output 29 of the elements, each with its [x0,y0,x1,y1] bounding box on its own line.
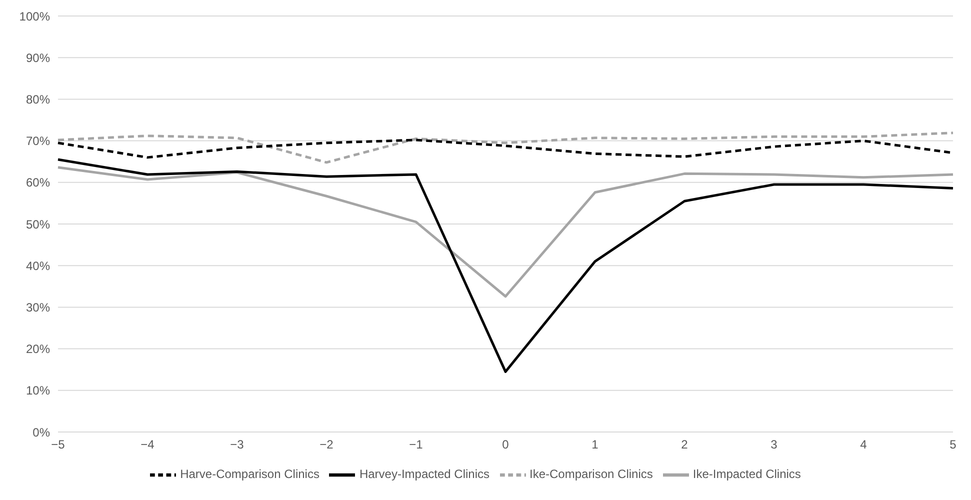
x-tick-label: 2 [681,438,688,452]
y-tick-label: 0% [32,425,50,440]
x-tick-label: 3 [770,438,778,452]
y-tick-label: 10% [26,384,50,398]
x-tick-label: −1 [409,438,424,452]
y-tick-label: 80% [26,92,50,106]
y-tick-label: 90% [26,50,50,65]
legend-label: Harve-Comparison Clinics [180,467,320,482]
y-tick-label: 30% [26,300,50,314]
y-tick-label: 70% [26,134,50,148]
y-tick-label: 60% [26,176,50,190]
x-tick-label: 0 [502,438,510,452]
x-tick-label: 4 [860,438,868,452]
x-tick-label: −4 [140,438,155,452]
legend-label: Harvey-Impacted Clinics [359,467,490,482]
x-tick-label: 5 [950,438,957,452]
y-tick-label: 40% [26,258,50,273]
legend-label: Ike-Impacted Clinics [692,467,801,482]
x-tick-label: −5 [51,438,66,452]
y-tick-label: 50% [26,217,50,232]
line-series [56,158,954,373]
line-series [56,166,954,298]
legend-label: Ike-Comparison Clinics [530,467,653,482]
line-series [56,132,954,164]
x-tick-label: −2 [320,438,334,452]
x-tick-label: −3 [230,438,244,452]
y-tick-label: 100% [19,9,50,24]
x-tick-label: 1 [592,438,599,452]
y-tick-label: 20% [26,342,50,356]
